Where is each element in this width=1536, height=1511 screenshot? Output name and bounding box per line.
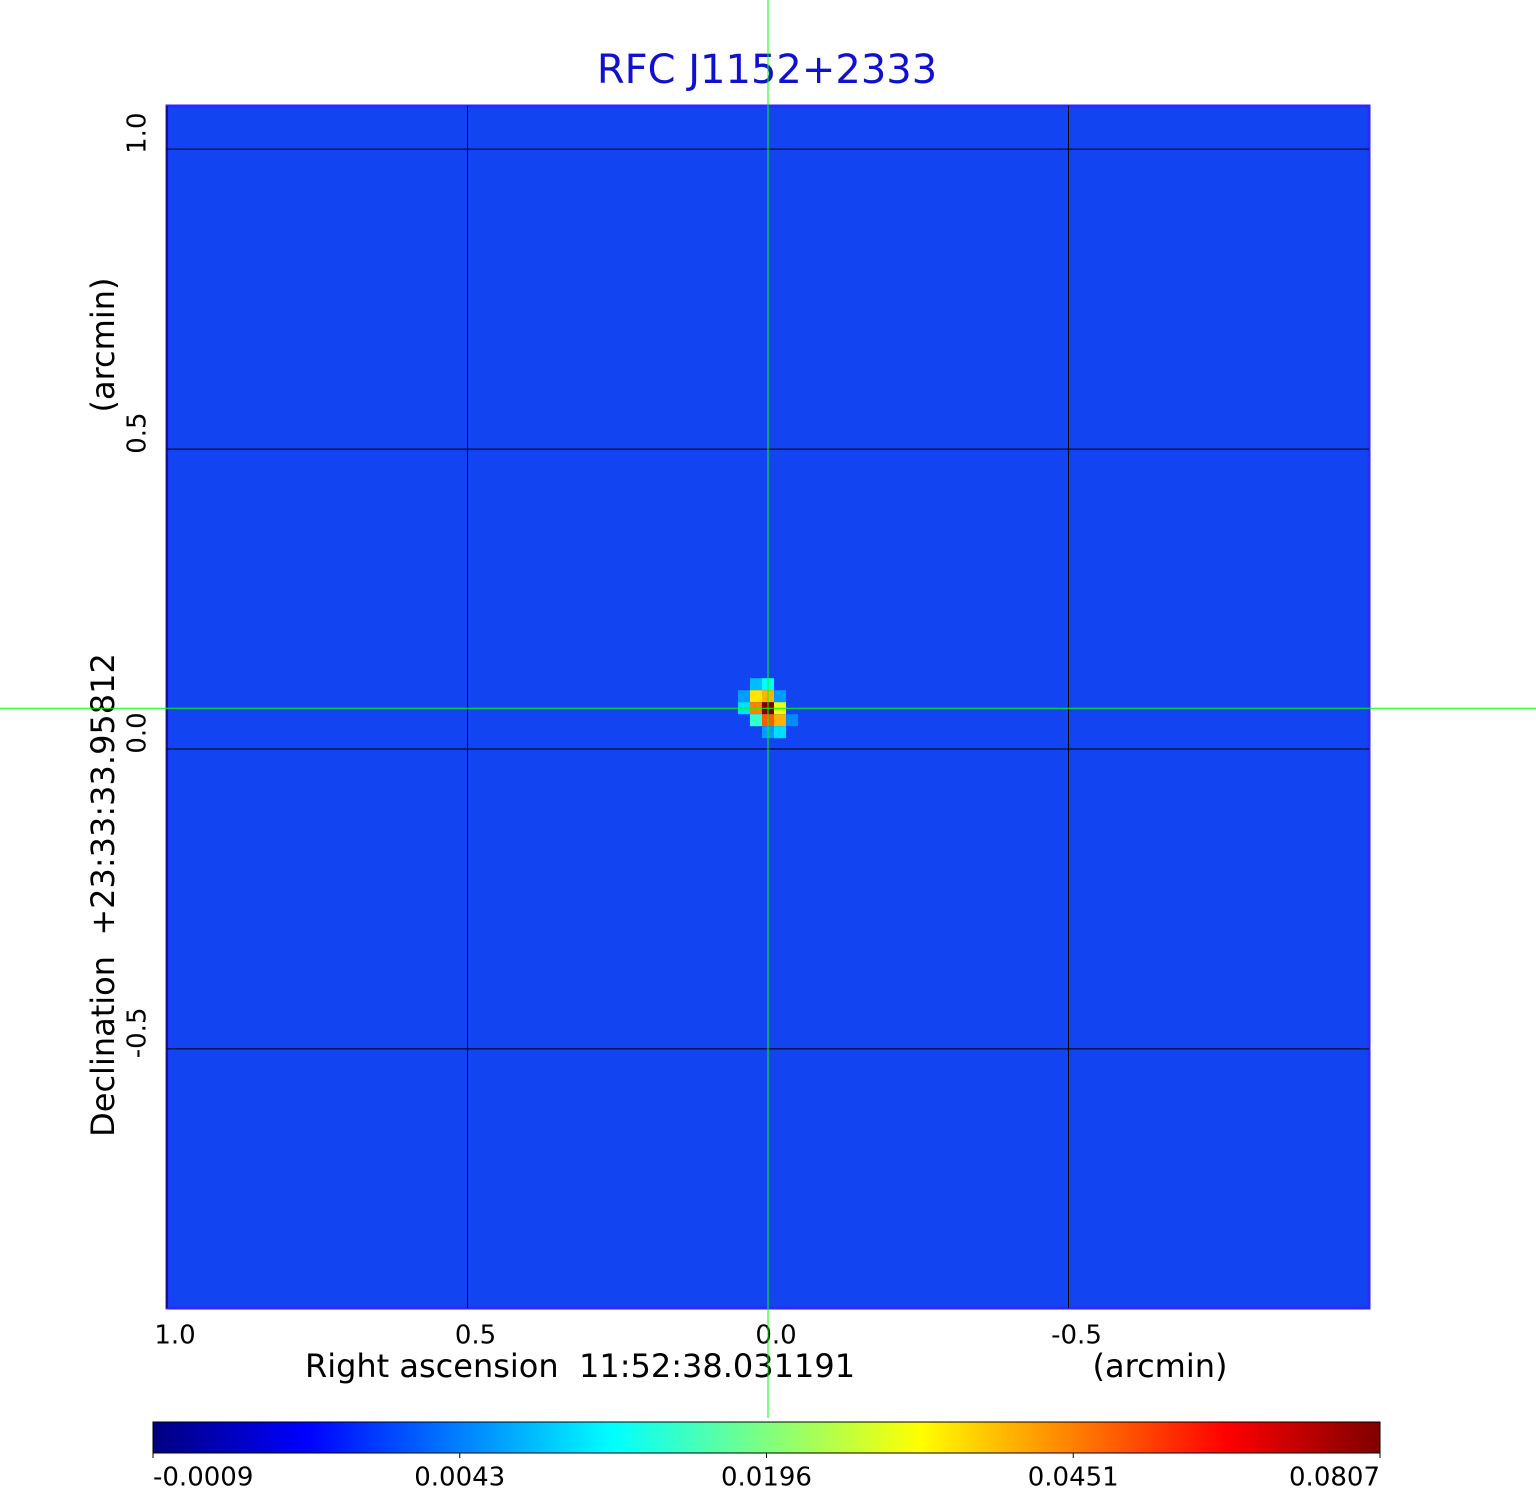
pixel	[749, 714, 762, 727]
y-tick-label: 1.0	[123, 113, 153, 154]
y-tick-label: -0.5	[123, 1008, 153, 1059]
colorbar-tick-label: 0.0807	[1289, 1463, 1380, 1493]
pixel	[774, 690, 787, 703]
x-tick-label: -0.5	[1051, 1321, 1102, 1351]
x-tick-label: 1.0	[154, 1321, 195, 1351]
x-axis-unit: (arcmin)	[1093, 1347, 1228, 1385]
pixel	[749, 678, 762, 691]
x-tick-label: 0.5	[455, 1321, 496, 1351]
colorbar-tick-label: 0.0196	[721, 1463, 812, 1493]
y-tick-label: 0.0	[123, 712, 153, 753]
x-tick-label: 0.0	[755, 1321, 796, 1351]
pixel	[774, 714, 787, 727]
y-axis-label: Declination +23:33:33.95812	[84, 653, 122, 1137]
colorbar	[152, 1421, 1381, 1454]
colorbar-tick-label: 0.0451	[1028, 1463, 1119, 1493]
colorbar-tick-label: 0.0043	[414, 1463, 505, 1493]
pixel	[737, 690, 750, 703]
x-axis-label: Right ascension 11:52:38.031191	[305, 1347, 855, 1385]
y-tick-label: 0.5	[123, 412, 153, 453]
y-axis-unit: (arcmin)	[84, 278, 122, 413]
chart-title: RFC J1152+2333	[597, 47, 937, 93]
colorbar-tick-label: -0.0009	[153, 1463, 253, 1493]
pixel	[786, 714, 799, 727]
pixel	[749, 690, 762, 703]
pixel	[774, 726, 787, 739]
